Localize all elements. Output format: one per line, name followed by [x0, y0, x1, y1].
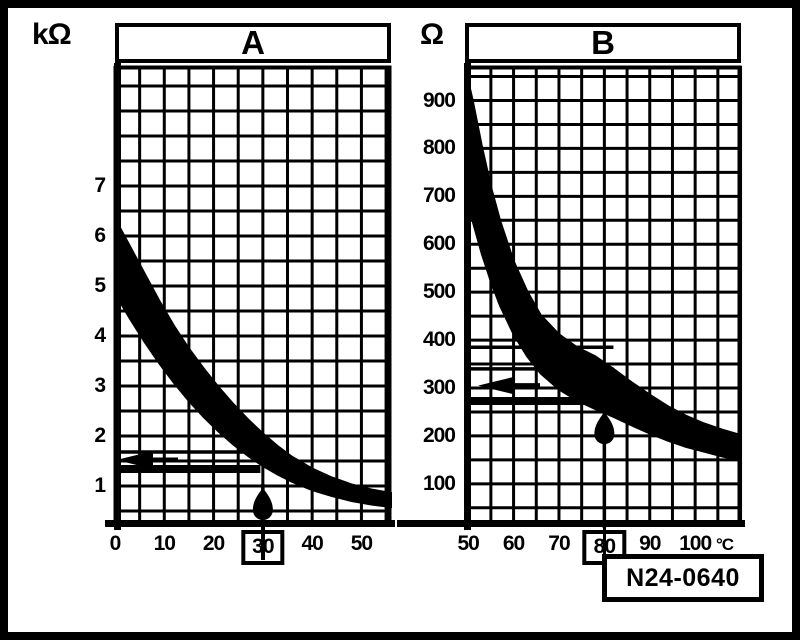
chart-B-y-tick-500: 500 [422, 280, 456, 304]
chart-b-title: B [591, 24, 615, 61]
chart-A-left-arrow-icon [116, 451, 153, 469]
chart-a-header: A [115, 23, 391, 63]
chart-B-y-tick-900: 900 [422, 88, 456, 112]
chart-A-y-tick-1: 1 [94, 474, 106, 498]
y-unit-label-chart-b: Ω [420, 18, 444, 51]
chart-A-canvas [105, 63, 395, 530]
chart-B-canvas [397, 63, 745, 530]
chart-A-x-tick-50: 50 [350, 532, 373, 555]
chart-A-x-tick-10: 10 [153, 532, 176, 555]
chart-A-x-tick-20: 20 [202, 532, 225, 555]
figure-id-label: N24-0640 [626, 563, 740, 592]
chart-A-x-tick-0: 0 [109, 532, 122, 555]
chart-B-left-arrow-icon [478, 376, 515, 395]
chart-a-title: A [241, 24, 265, 61]
chart-B-up-arrow-icon [594, 412, 615, 445]
chart-B-y-tick-200: 200 [422, 423, 456, 447]
figure-id-box: N24-0640 [602, 554, 764, 602]
chart-A-arrow-stem [261, 522, 265, 560]
chart-A-y-tick-7: 7 [94, 174, 106, 198]
chart-B-y-tick-700: 700 [422, 184, 456, 208]
chart-B-y-tick-600: 600 [422, 232, 456, 256]
chart-A-x-tick-30-boxed: 30 [241, 530, 285, 566]
chart-B-y-tick-100: 100 [422, 471, 456, 495]
chart-B-x-tick-100: 100 [679, 532, 712, 555]
chart-A-y-tick-3: 3 [94, 374, 106, 398]
chart-B-x-tick-60: 60 [502, 532, 525, 555]
chart-A-up-arrow-icon [252, 488, 273, 520]
x-axis-unit-label: °C [716, 535, 734, 554]
chart-A-y-tick-2: 2 [94, 424, 106, 448]
y-unit-label-chart-a: kΩ [32, 18, 72, 51]
chart-B-resistance-band [464, 66, 742, 462]
chart-B-y-tick-300: 300 [422, 376, 456, 400]
chart-B-y-tick-400: 400 [422, 328, 456, 352]
chart-B-arrow-stem [602, 522, 607, 560]
chart-b-plot-area [397, 63, 745, 530]
chart-A-x-tick-40: 40 [301, 532, 323, 555]
chart-a-plot-area [105, 63, 395, 530]
chart-b-header: B [465, 23, 741, 63]
chart-B-y-tick-800: 800 [422, 136, 456, 160]
chart-B-x-tick-90: 90 [639, 532, 661, 555]
chart-B-x-tick-70: 70 [548, 532, 570, 555]
chart-B-grid [465, 66, 743, 526]
chart-A-y-tick-6: 6 [94, 224, 106, 248]
chart-B-x-tick-50: 50 [457, 532, 479, 555]
chart-A-y-tick-5: 5 [94, 274, 106, 298]
chart-A-y-tick-4: 4 [94, 324, 106, 348]
chart-A-resistance-band [114, 218, 392, 509]
